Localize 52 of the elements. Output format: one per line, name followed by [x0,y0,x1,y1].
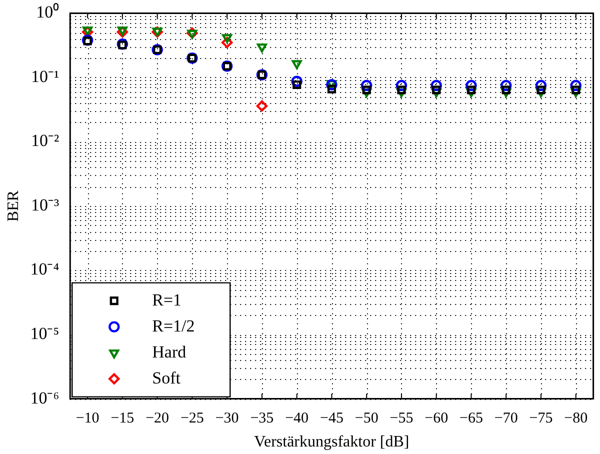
x-tick-label: −50 [354,410,378,427]
point [222,34,232,44]
x-tick-label: −70 [494,410,518,427]
x-tick-label: −30 [215,410,239,427]
point [502,86,510,94]
point [430,80,442,92]
y-tick-label: 10⁻⁵ [30,324,60,343]
point [535,80,547,92]
x-tick-label: −55 [390,410,414,427]
point [500,80,512,92]
y-tick-label: 10⁻¹ [31,66,60,86]
point [466,86,476,94]
point [432,86,441,94]
x-tick-label: −35 [250,410,274,427]
x-tick-label: −65 [459,410,483,427]
point [117,26,128,36]
legend-label: R=1/2 [152,316,195,336]
point [397,86,406,94]
y-tick-label: 10⁰ [36,2,60,22]
point [291,76,302,87]
point [396,80,408,92]
y-tick-label: 10⁻⁴ [30,260,60,279]
y-tick-label: 10⁻³ [31,195,60,214]
point [466,80,477,92]
point [572,86,580,94]
point [362,86,371,94]
y-tick-label: 10⁻⁶ [30,388,60,408]
legend-label: R=1 [152,290,182,310]
x-tick-label: −40 [285,410,309,427]
point [327,84,336,94]
point [292,80,302,90]
point [570,80,582,92]
point [536,86,546,94]
point [82,26,93,36]
x-tick-label: −15 [110,410,134,427]
x-axis-title: Verstärkungsfaktor [dB] [254,434,410,451]
x-tick-label: −25 [180,410,204,427]
x-tick-label: −60 [424,410,448,427]
y-tick-label: 10⁻² [31,131,60,150]
point [221,36,233,48]
legend-label: Hard [152,342,187,362]
y-axis-title: BER [4,190,22,222]
x-tick-label: −10 [76,410,100,427]
x-tick-label: −75 [529,410,553,427]
x-tick-label: −80 [564,410,588,427]
point [360,80,372,92]
x-tick-label: −45 [320,410,344,427]
point [256,100,268,112]
legend-label: Soft [152,368,181,388]
point [256,43,267,52]
point [292,60,302,70]
x-tick-label: −20 [146,410,170,427]
